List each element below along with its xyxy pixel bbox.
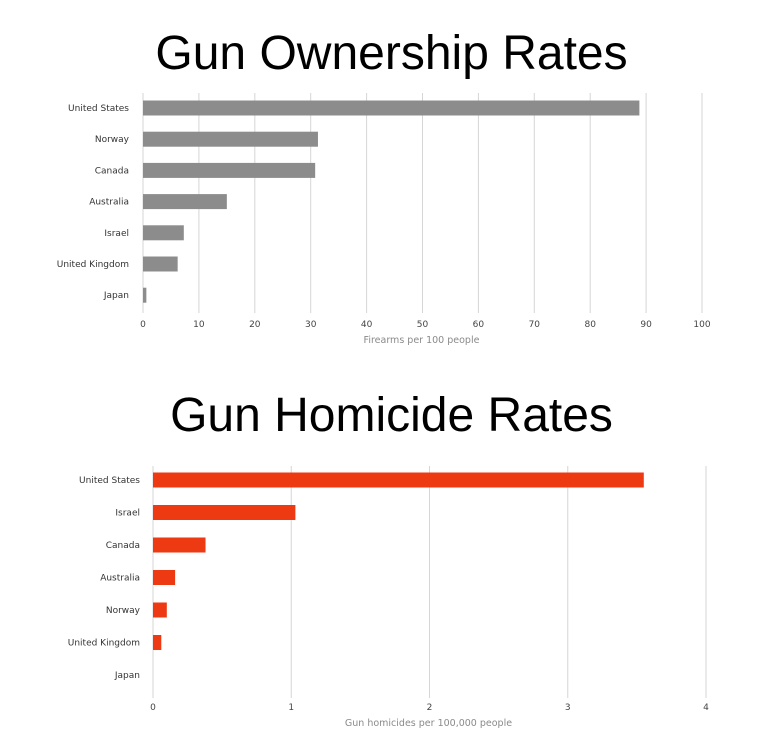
chart1-bar-australia [143, 194, 227, 210]
chart1-category-label-norway: Norway [95, 135, 130, 145]
chart-title-ownership: Gun Ownership Rates [155, 27, 628, 80]
ownership-bar-chart: 0 10 20 30 40 50 60 70 80 90 100 United States Norwa… [57, 93, 711, 346]
chart2-bar-norway [153, 602, 167, 618]
chart2-bar-australia [153, 570, 176, 585]
chart1-x-tick-label-100: 100 [693, 320, 710, 330]
chart1-category-label-australia: Australia [89, 198, 129, 208]
chart2-bar-israel [153, 505, 296, 520]
chart1-category-label-canada: Canada [95, 166, 129, 176]
chart1-bar-norway [143, 131, 318, 147]
chart1-x-tick-label-40: 40 [361, 320, 373, 330]
chart1-x-tick-label-0: 0 [140, 320, 146, 330]
chart1-category-label-japan: Japan [103, 291, 129, 301]
chart2-category-label-united-kingdom: United Kingdom [68, 639, 140, 649]
chart2-category-label-united-states: United States [79, 476, 140, 486]
chart1-x-tick-label-50: 50 [417, 320, 429, 330]
chart2-x-tick-label-0: 0 [150, 703, 156, 713]
chart1-x-tick-label-70: 70 [529, 320, 541, 330]
chart1-bar-united-states [143, 100, 640, 116]
chart1-category-label-united-states: United States [68, 104, 129, 114]
chart2-x-tick-label-2: 2 [427, 703, 433, 713]
chart2-x-tick-label-1: 1 [288, 703, 294, 713]
chart2-x-axis-title: Gun homicides per 100,000 people [345, 718, 512, 729]
chart1-x-axis-title: Firearms per 100 people [364, 335, 480, 346]
chart2-category-label-norway: Norway [106, 606, 141, 616]
chart1-bar-united-kingdom [143, 256, 178, 272]
chart2-category-label-canada: Canada [106, 541, 140, 551]
chart1-x-tick-label-20: 20 [249, 320, 261, 330]
chart1-category-label-israel: Israel [104, 229, 129, 239]
chart1-x-tick-label-80: 80 [584, 320, 596, 330]
chart2-category-label-australia: Australia [100, 574, 140, 584]
chart2-category-label-israel: Israel [115, 509, 140, 519]
chart1-bar-canada [143, 162, 316, 178]
chart2-bar-united-states [153, 472, 644, 488]
chart1-x-tick-label-60: 60 [473, 320, 485, 330]
chart1-x-tick-label-90: 90 [640, 320, 652, 330]
chart1-x-tick-label-30: 30 [305, 320, 317, 330]
chart2-bar-canada [153, 537, 206, 553]
chart1-x-tick-label-10: 10 [193, 320, 205, 330]
chart2-x-tick-label-3: 3 [565, 703, 571, 713]
chart-title-homicide: Gun Homicide Rates [170, 389, 613, 442]
chart1-bar-israel [143, 225, 184, 241]
chart2-x-tick-label-4: 4 [703, 703, 709, 713]
chart1-bar-japan [143, 287, 147, 303]
chart2-bar-united-kingdom [153, 635, 162, 650]
chart1-category-label-united-kingdom: United Kingdom [57, 260, 129, 270]
chart2-category-label-japan: Japan [114, 671, 140, 681]
